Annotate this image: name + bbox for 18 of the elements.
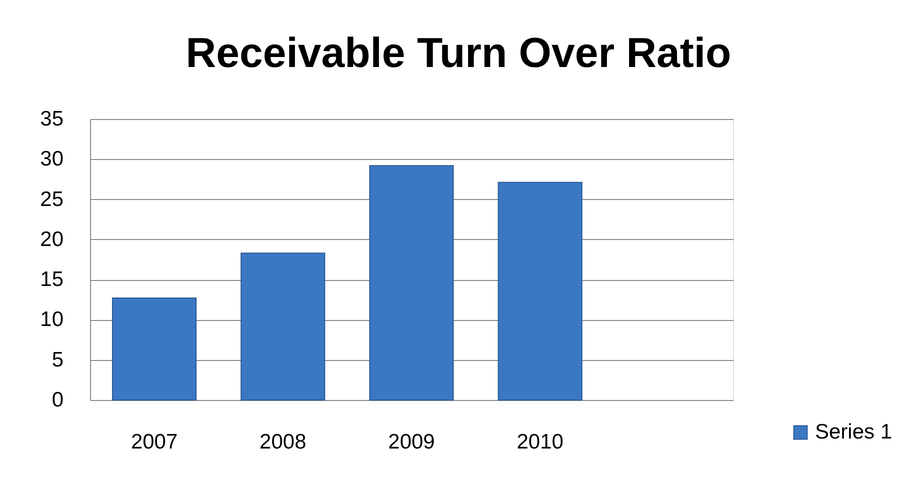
x-tick-label: 2010 [516, 430, 564, 454]
chart-title: Receivable Turn Over Ratio [186, 29, 732, 76]
x-tick-label: 2008 [260, 430, 306, 454]
y-tick-label: 0 [52, 388, 64, 412]
x-tick-label: 2009 [388, 430, 435, 454]
y-tick-label: 15 [40, 268, 64, 292]
bar [369, 165, 454, 400]
bar [112, 298, 197, 400]
x-tick-label: 2007 [130, 430, 178, 454]
bar [498, 182, 582, 400]
legend-label: Series 1 [815, 420, 892, 444]
y-tick-label: 5 [52, 348, 64, 372]
y-tick-label: 25 [40, 188, 64, 211]
y-tick-label: 35 [40, 108, 64, 130]
y-tick-label: 20 [40, 228, 64, 251]
y-tick-label: 30 [40, 148, 64, 171]
y-tick-label: 10 [40, 308, 64, 332]
bar [240, 252, 326, 400]
